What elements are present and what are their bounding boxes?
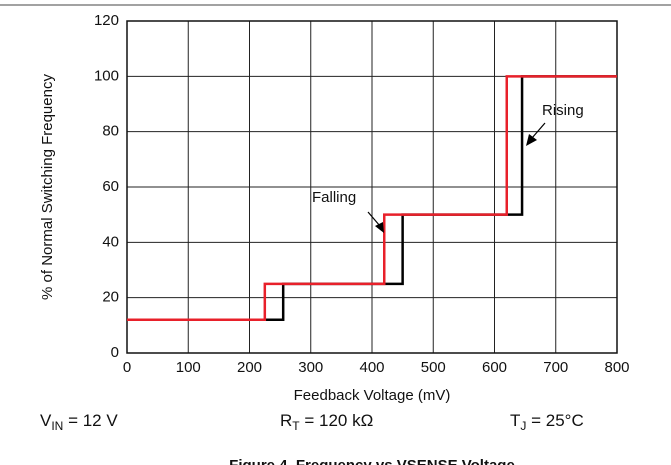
condition-value: = 25°C [526, 411, 583, 430]
conditions: VIN = 12 V RT = 120 kΩ TJ = 25°C [40, 411, 584, 433]
condition-symbol: V [40, 411, 52, 430]
condition-symbol: R [280, 411, 292, 430]
annotation: Falling [312, 189, 356, 206]
lines [127, 75, 617, 322]
series-line [127, 75, 617, 322]
condition-value: = 120 kΩ [300, 411, 374, 430]
condition: RT = 120 kΩ [280, 411, 373, 433]
x-tick-label: 400 [359, 359, 384, 376]
condition-subscript: J [520, 419, 526, 433]
y-tick-label: 20 [102, 289, 119, 306]
annotation-arrow [531, 122, 546, 139]
y-tick-label: 0 [111, 344, 119, 361]
condition-symbol: T [510, 411, 520, 430]
annotation-arrow [367, 211, 381, 227]
annotation-arrowhead [375, 222, 384, 233]
plot-frame [126, 20, 618, 354]
y-tick-label: 80 [102, 123, 119, 140]
x-tick-label: 500 [421, 359, 446, 376]
x-tick-label: 300 [298, 359, 323, 376]
annotation: Rising [542, 102, 584, 119]
x-tick-label: 700 [543, 359, 568, 376]
grid [126, 20, 618, 354]
y-axis-label: % of Normal Switching Frequency [39, 74, 56, 300]
caption: Figure 4. Frequency vs VSENSE Voltage [229, 457, 515, 465]
y-tick-label: 100 [94, 67, 119, 84]
x-tick-label: 100 [176, 359, 201, 376]
y-tick-label: 40 [102, 233, 119, 250]
condition: TJ = 25°C [510, 411, 584, 433]
series-line [127, 75, 617, 322]
y-tick-label: 60 [102, 178, 119, 195]
condition-value: = 12 V [63, 411, 118, 430]
x-tick-label: 600 [482, 359, 507, 376]
x-axis-label: Feedback Voltage (mV) [294, 387, 451, 404]
x-tick-label: 800 [604, 359, 629, 376]
annotation-arrowhead [526, 134, 537, 146]
condition: VIN = 12 V [40, 411, 118, 433]
condition-subscript: IN [51, 419, 63, 433]
x-tick-label: 0 [123, 359, 131, 376]
y-tick-label: 120 [94, 12, 119, 29]
x-tick-label: 200 [237, 359, 262, 376]
condition-subscript: T [292, 419, 300, 433]
